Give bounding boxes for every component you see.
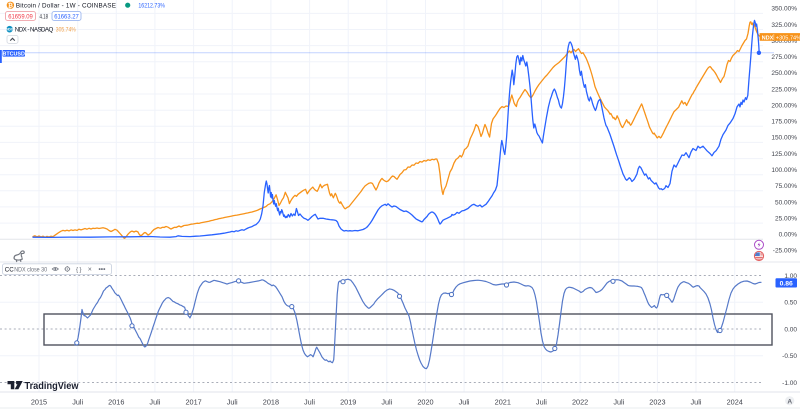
svg-text:16212.73%: 16212.73% [138,3,165,10]
svg-text:Juli: Juli [304,397,315,406]
svg-text:50.00%: 50.00% [775,199,797,206]
svg-text:125.00%: 125.00% [771,151,797,158]
svg-text:2023: 2023 [649,397,665,406]
svg-text:Juli: Juli [613,397,624,406]
svg-text:Bitcoin / Dollar - 1W - COINBA: Bitcoin / Dollar - 1W - COINBASE [16,3,116,10]
svg-text:325.00%: 325.00% [771,22,797,29]
svg-text:A: A [787,398,792,405]
svg-text:Juli: Juli [536,397,547,406]
svg-text:NDX - NASDAQ: NDX - NASDAQ [15,27,54,34]
svg-text:TradingView: TradingView [25,381,79,392]
svg-text:61663.27: 61663.27 [54,13,79,20]
svg-text:CC: CC [5,266,14,273]
svg-text:0.86: 0.86 [780,280,793,287]
svg-text:2015: 2015 [31,397,47,406]
svg-text:₿: ₿ [8,3,13,10]
svg-text:NDX: NDX [6,28,14,32]
svg-text:25.00%: 25.00% [775,215,797,222]
svg-text:2017: 2017 [185,397,201,406]
svg-text:350.00%: 350.00% [771,6,797,13]
svg-text:Juli: Juli [149,397,160,406]
svg-text:2024: 2024 [727,397,743,406]
svg-text:150.00%: 150.00% [771,135,797,142]
svg-text:×: × [88,267,92,274]
svg-text:0.50: 0.50 [784,300,797,307]
svg-text:2019: 2019 [340,397,356,406]
svg-text:-1.00: -1.00 [782,380,797,387]
svg-text:4.18: 4.18 [40,13,49,20]
svg-text:•••: ••• [99,266,107,273]
svg-text:175.00%: 175.00% [771,119,797,126]
svg-text:305.74%: 305.74% [56,27,76,34]
svg-text:61659.09: 61659.09 [8,13,33,20]
svg-text:225.00%: 225.00% [771,86,797,93]
svg-text:1.00: 1.00 [784,273,797,280]
svg-text:100.00%: 100.00% [771,167,797,174]
svg-text:NDX: NDX [762,35,774,41]
svg-text:250.00%: 250.00% [771,70,797,77]
svg-text:0.00: 0.00 [784,326,797,333]
svg-text:+305.74%: +305.74% [776,35,800,41]
svg-text:-25.00%: -25.00% [773,248,797,255]
svg-text:2021: 2021 [495,397,511,406]
svg-text:2016: 2016 [108,397,124,406]
svg-text:275.00%: 275.00% [771,54,797,61]
svg-text:Juli: Juli [459,397,470,406]
svg-text:2022: 2022 [572,397,588,406]
svg-text:300.00%: 300.00% [771,38,797,45]
svg-text:2018: 2018 [263,397,279,406]
svg-text:BTCUSD: BTCUSD [2,51,25,57]
svg-text:2020: 2020 [417,397,433,406]
svg-text:Juli: Juli [381,397,392,406]
svg-text:Juli: Juli [72,397,83,406]
svg-text:200.00%: 200.00% [771,103,797,110]
svg-text:NDX close 30: NDX close 30 [14,266,47,273]
svg-text:75.00%: 75.00% [775,183,797,190]
svg-text:{ }: { } [76,267,82,274]
svg-text:-0.50: -0.50 [782,353,797,360]
svg-text:Juli: Juli [691,397,702,406]
svg-text:0.00%: 0.00% [779,232,798,239]
svg-text:Juli: Juli [227,397,238,406]
